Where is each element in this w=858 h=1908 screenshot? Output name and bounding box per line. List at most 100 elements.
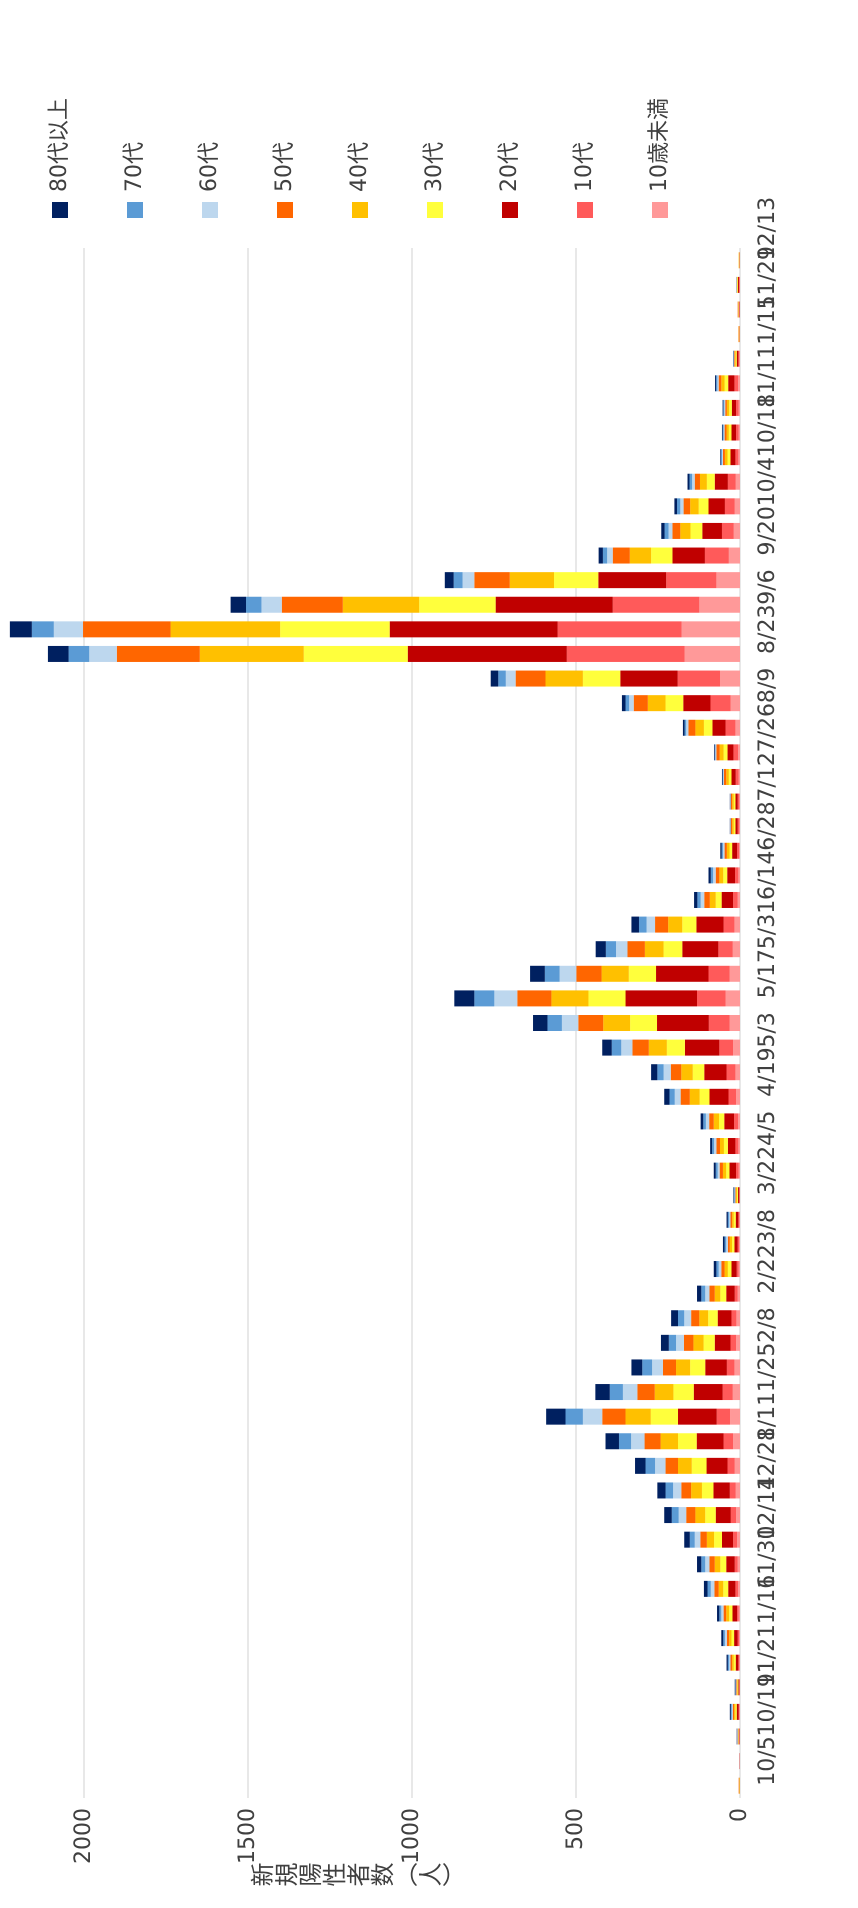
- bar-segment: [734, 1359, 741, 1376]
- bar-segment: [509, 572, 555, 589]
- bar-segment: [689, 1531, 695, 1548]
- bar-segment: [726, 1359, 735, 1376]
- bar-segment: [722, 1384, 733, 1401]
- x-tick-label: 2/22: [755, 1244, 780, 1293]
- bar-segment: [703, 1113, 706, 1130]
- bar-segment: [686, 1507, 696, 1524]
- legend-label: 70代: [122, 142, 147, 192]
- legend-swatch: [352, 202, 368, 218]
- bar-segment: [727, 867, 736, 884]
- bar-segment: [622, 1384, 638, 1401]
- bar-segment: [598, 547, 603, 564]
- bar-segment: [551, 990, 589, 1007]
- bar-segment: [726, 399, 730, 416]
- x-tick-label: 4/5: [755, 1111, 780, 1146]
- bar-segment: [719, 1162, 723, 1179]
- legend-label: 20代: [497, 142, 522, 192]
- bar-segment: [738, 1703, 740, 1720]
- bar-segment: [705, 1556, 710, 1573]
- bar-segment: [719, 1138, 724, 1155]
- bar-segment: [721, 842, 723, 859]
- legend-swatch: [652, 202, 668, 218]
- bar-segment: [716, 1408, 731, 1425]
- bar-segment: [609, 1384, 623, 1401]
- bar-segment: [720, 449, 721, 466]
- bar-segment: [698, 498, 709, 515]
- bar-segment: [725, 719, 736, 736]
- bar-segment: [644, 1433, 661, 1450]
- bar-segment: [645, 1457, 656, 1474]
- bar-segment: [629, 547, 652, 564]
- x-tick-label: 10/5: [755, 1736, 780, 1785]
- bar-segment: [680, 498, 684, 515]
- bar-segment: [635, 1457, 646, 1474]
- bar-segment: [723, 399, 725, 416]
- bar-segment: [723, 768, 727, 785]
- bar-segment: [729, 1211, 731, 1228]
- bar-segment: [722, 1236, 725, 1253]
- bar-segment: [616, 941, 628, 958]
- bar-segment: [657, 1015, 709, 1031]
- bar-segment: [733, 1433, 740, 1450]
- bar-segment: [419, 596, 496, 613]
- bar-segment: [728, 424, 732, 441]
- bar-segment: [582, 670, 621, 687]
- bar-segment: [664, 1507, 672, 1524]
- bar-segment: [735, 1580, 739, 1597]
- bar-segment: [674, 1088, 681, 1105]
- bar-segment: [734, 498, 741, 515]
- bar-segment: [708, 965, 730, 982]
- bar-segment: [739, 793, 740, 810]
- bar-segment: [735, 473, 741, 490]
- bar-segment: [714, 1138, 717, 1155]
- bar-segment: [736, 350, 739, 367]
- bar-segment: [726, 1654, 728, 1671]
- legend-swatch: [427, 202, 443, 218]
- bar-segment: [696, 916, 724, 933]
- bar-segment: [657, 1482, 666, 1499]
- bar-segment: [703, 719, 713, 736]
- bar-segment: [712, 1138, 715, 1155]
- bar-segment: [655, 916, 669, 933]
- bar-segment: [738, 1654, 740, 1671]
- bar-segment: [729, 1605, 733, 1622]
- bar-segment: [736, 1187, 738, 1204]
- bar-segment: [656, 965, 709, 982]
- bar-segment: [733, 1187, 735, 1204]
- bar-segment: [697, 1556, 702, 1573]
- x-tick-label: 11/1: [755, 359, 780, 408]
- bar-segment: [664, 1088, 670, 1105]
- bar-segment: [729, 1703, 731, 1720]
- bar-segment: [705, 1359, 727, 1376]
- bar-segment: [719, 1113, 725, 1130]
- bar-segment: [708, 1310, 718, 1327]
- bar-segment: [739, 276, 740, 293]
- x-tick-label: 10/4: [755, 457, 780, 506]
- bar-segment: [738, 1261, 740, 1278]
- bar-segment: [729, 842, 733, 859]
- bar-segment: [732, 1605, 738, 1622]
- bar-segment: [721, 1630, 724, 1647]
- bar-segment: [715, 1162, 718, 1179]
- x-tick-label: 9/20: [755, 506, 780, 555]
- bar-segment: [682, 941, 719, 958]
- bar-segment: [717, 375, 719, 392]
- bar-segment: [715, 891, 722, 908]
- bar-segment: [726, 1236, 728, 1253]
- bar-segment: [724, 424, 727, 441]
- bar-segment: [660, 1334, 669, 1351]
- bar-segment: [737, 891, 740, 908]
- bar-segment: [454, 990, 475, 1007]
- bar-segment: [732, 1703, 735, 1720]
- bar-segment: [738, 424, 740, 441]
- bar-segment: [588, 990, 626, 1007]
- bar-segment: [722, 1162, 727, 1179]
- bar-segment: [701, 1556, 706, 1573]
- bar-segment: [646, 916, 656, 933]
- bar-segment: [729, 1654, 731, 1671]
- bar-segment: [733, 891, 738, 908]
- bar-segment: [731, 399, 737, 416]
- bar-segment: [721, 768, 723, 785]
- bar-segment: [726, 768, 729, 785]
- bar-segment: [721, 891, 734, 908]
